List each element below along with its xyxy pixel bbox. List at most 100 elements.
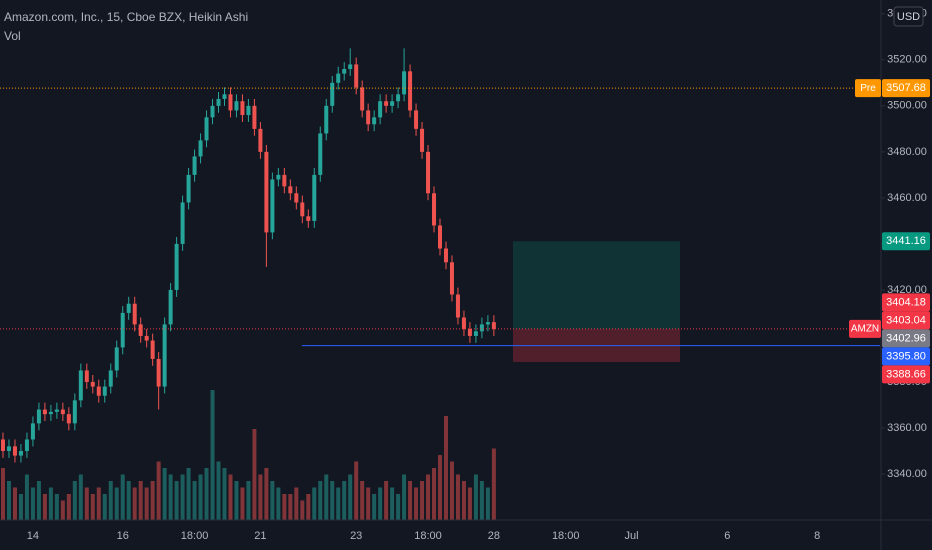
candle-body (449, 262, 454, 295)
candle-body (240, 101, 245, 116)
candle-body (402, 71, 407, 95)
volume-bar (390, 487, 395, 520)
volume-bar (174, 481, 179, 520)
volume-bar (72, 481, 77, 520)
candle-body (348, 64, 353, 70)
volume-bar (234, 481, 239, 520)
volume-bar (186, 468, 191, 520)
candle-body (204, 117, 209, 141)
volume-bar (144, 487, 149, 520)
candle-body (36, 409, 41, 424)
volume-bar (120, 474, 125, 520)
volume-bar (114, 487, 119, 520)
volume-bar (414, 487, 419, 520)
candle-body (306, 216, 311, 221)
candle-body (54, 409, 59, 412)
volume-bar (294, 487, 299, 520)
volume-label: Vol (4, 29, 21, 43)
volume-bar (443, 416, 448, 520)
axis-price-tag (882, 293, 930, 312)
axis-price-tag (882, 311, 930, 330)
volume-bar (360, 481, 365, 520)
volume-bar (354, 461, 359, 520)
volume-bar (432, 468, 437, 520)
candle-body (234, 101, 239, 111)
candle-body (120, 312, 125, 348)
volume-bar (66, 494, 71, 520)
volume-bar (138, 481, 143, 520)
candle-body (192, 156, 197, 175)
volume-bar (0, 468, 5, 520)
candle-body (216, 98, 221, 106)
candle-body (491, 322, 496, 330)
volume-bar (132, 487, 137, 520)
volume-bar (324, 474, 329, 520)
candle-body (390, 101, 395, 106)
x-tick-label: 14 (27, 530, 39, 542)
candle-body (426, 151, 431, 194)
volume-bar (54, 494, 59, 520)
volume-bar (336, 487, 341, 520)
volume-bar (42, 494, 47, 520)
currency-label: USD (897, 11, 920, 23)
axis-price-label: 3403.04 (886, 314, 926, 326)
candle-body (461, 317, 466, 330)
price-line-name: Pre (860, 83, 876, 94)
y-tick-label: 3340.00 (887, 468, 927, 480)
volume-bar (467, 487, 472, 520)
candle-body (258, 128, 263, 152)
x-tick-label: 18:00 (414, 530, 442, 542)
volume-bar (78, 474, 83, 520)
candle-body (300, 202, 305, 217)
x-tick-label: 8 (814, 530, 820, 542)
candle-body (473, 331, 478, 336)
volume-bar (12, 487, 17, 520)
volume-bar (102, 494, 107, 520)
price-line-name: AMZN (851, 324, 879, 335)
y-tick-label: 3500.00 (887, 100, 927, 112)
candle-body (42, 409, 47, 415)
candle-body (132, 303, 137, 325)
candle-body (84, 370, 89, 382)
volume-bar (318, 481, 323, 520)
candle-body (479, 324, 484, 332)
volume-bar (438, 455, 442, 520)
volume-bar (84, 487, 89, 520)
candle-body (150, 340, 155, 359)
volume-bar (455, 474, 460, 520)
candle-body (270, 179, 275, 233)
candle-body (174, 243, 179, 290)
volume-bar (306, 494, 311, 520)
volume-bar (48, 487, 53, 520)
x-tick-label: 6 (724, 530, 730, 542)
y-tick-label: 3360.00 (887, 422, 927, 434)
candle-body (294, 193, 299, 203)
candle-body (485, 322, 490, 325)
candle-body (312, 174, 317, 221)
volume-bar (210, 390, 215, 520)
candle-body (126, 303, 131, 313)
price-line-tag (855, 79, 881, 98)
currency-button[interactable] (893, 6, 924, 27)
volume-bar (312, 487, 317, 520)
candle-body (414, 110, 419, 129)
volume-bar (366, 487, 371, 520)
candle-body (396, 94, 401, 102)
volume-bar (90, 494, 95, 520)
volume-bar (240, 487, 245, 520)
y-tick-label: 3420.00 (887, 284, 927, 296)
volume-bar (204, 468, 209, 520)
volume-bar (461, 481, 466, 520)
volume-bar (348, 474, 353, 520)
y-tick-label: 3480.00 (887, 146, 927, 158)
volume-bar (300, 500, 305, 520)
volume-bar (228, 474, 233, 520)
price-line-tag (849, 319, 881, 338)
candle-body (0, 439, 5, 451)
volume-bar (449, 461, 454, 520)
y-tick-label: 3460.00 (887, 192, 927, 204)
candle-body (288, 186, 293, 194)
volume-bar (408, 481, 413, 520)
axis-price-tag (882, 232, 930, 251)
volume-bar (30, 487, 35, 520)
